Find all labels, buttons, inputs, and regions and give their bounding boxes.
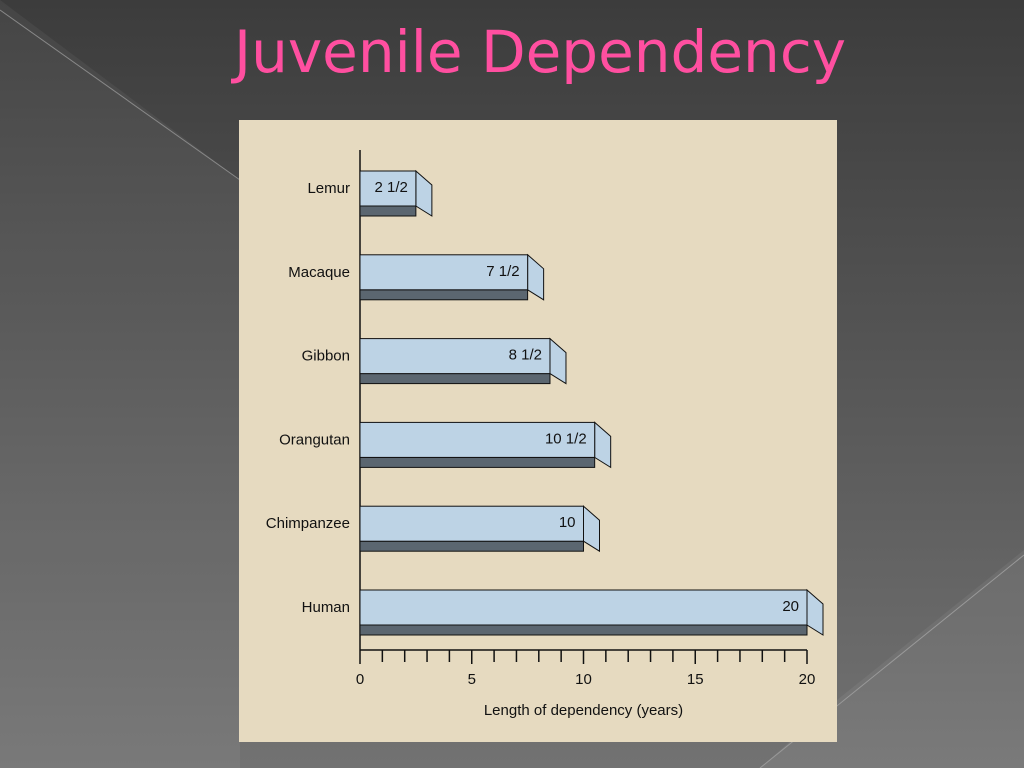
value-label: 10 1/2 <box>545 430 587 447</box>
bar <box>359 505 584 542</box>
value-label: 8 1/2 <box>509 347 542 364</box>
bar-shadow <box>359 373 551 385</box>
x-tick-label: 0 <box>356 671 364 688</box>
y-tick-label: Gibbon <box>302 348 350 365</box>
background-shape <box>0 0 240 768</box>
y-tick-label: Lemur <box>307 180 350 197</box>
x-tick-label: 15 <box>687 671 704 688</box>
bar-shadow <box>359 289 529 301</box>
background-line <box>0 9 241 181</box>
value-label: 20 <box>782 598 799 615</box>
slide-title: Juvenile Dependency <box>231 18 846 86</box>
bar <box>359 170 417 207</box>
bar-shadow <box>359 456 596 468</box>
x-tick-label: 10 <box>575 671 592 688</box>
bar <box>359 254 529 291</box>
x-tick-label: 5 <box>468 671 476 688</box>
y-tick-label: Chimpanzee <box>266 515 350 532</box>
bar-shadow <box>359 540 584 552</box>
x-axis-label: Length of dependency (years) <box>484 702 683 719</box>
y-tick-label: Macaque <box>288 264 350 281</box>
bar <box>359 589 808 626</box>
y-tick-label: Human <box>302 599 350 616</box>
bar-shadow <box>359 205 417 217</box>
value-label: 10 <box>559 514 576 531</box>
y-tick-label: Orangutan <box>279 431 350 448</box>
bar <box>359 338 551 375</box>
value-label: 2 1/2 <box>375 179 408 196</box>
bar-shadow <box>359 624 808 636</box>
bar <box>359 421 596 458</box>
x-tick-label: 20 <box>799 671 816 688</box>
plot: 0 5 10 15 20 Length of dependency (years) Lemu… <box>266 150 824 719</box>
value-label: 7 1/2 <box>486 263 519 280</box>
